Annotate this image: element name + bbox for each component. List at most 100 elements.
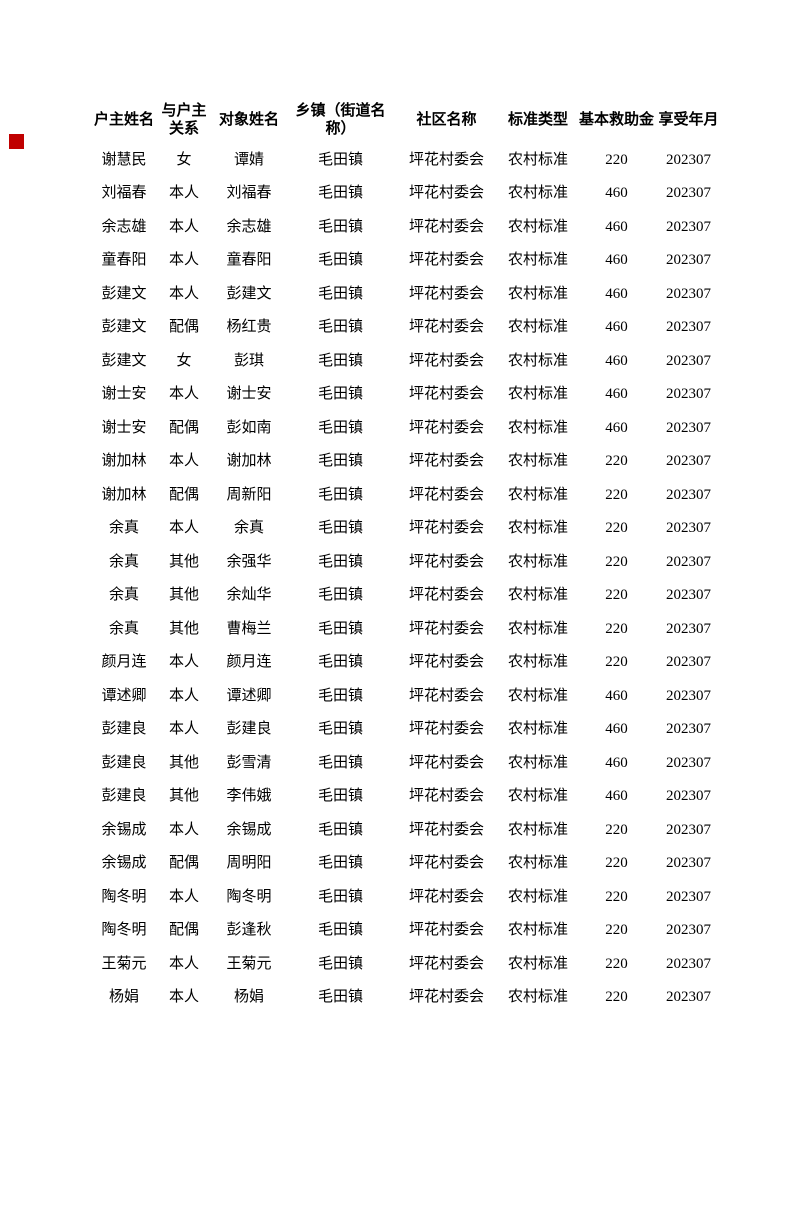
table-cell: 坪花村委会: [408, 888, 484, 905]
table-cell: 彭建文: [101, 319, 147, 336]
table-cell: 202307: [666, 788, 711, 805]
column-header-township: 乡镇（街道名 称）: [295, 103, 386, 137]
table-cell: 谢加林: [226, 453, 272, 470]
table-cell: 460: [605, 319, 628, 336]
column-header-standard-type: 标准类型: [507, 112, 568, 128]
table-cell: 坪花村委会: [408, 855, 484, 872]
table-cell: 202307: [666, 989, 711, 1006]
table-cell: 460: [605, 352, 628, 369]
table-row: 谢慧民 女 谭婧 毛田镇 坪花村委会 农村标准 220 202307: [91, 143, 721, 177]
table-cell: 本人: [168, 252, 199, 269]
table-row: 谢加林 本人 谢加林 毛田镇 坪花村委会 农村标准 220 202307: [91, 445, 721, 479]
table-row: 谭述卿 本人 谭述卿 毛田镇 坪花村委会 农村标准 460 202307: [91, 679, 721, 713]
table-cell: 460: [605, 386, 628, 403]
table-cell: 杨红贵: [226, 319, 272, 336]
table-cell: 谢加林: [101, 486, 147, 503]
table-cell: 本人: [168, 654, 199, 671]
table-cell: 农村标准: [507, 386, 568, 403]
table-cell: 谢加林: [101, 453, 147, 470]
table-cell: 农村标准: [507, 151, 568, 168]
table-cell: 毛田镇: [317, 151, 363, 168]
column-header-community: 社区名称: [416, 112, 477, 128]
table-cell: 202307: [666, 721, 711, 738]
column-header-person-name: 对象姓名: [218, 112, 279, 128]
table-row: 王菊元 本人 王菊元 毛田镇 坪花村委会 农村标准 220 202307: [91, 947, 721, 981]
table-cell: 坪花村委会: [408, 419, 484, 436]
table-row: 谢加林 配偶 周新阳 毛田镇 坪花村委会 农村标准 220 202307: [91, 478, 721, 512]
table-cell: 农村标准: [507, 721, 568, 738]
table-cell: 460: [605, 721, 628, 738]
table-row: 余真 本人 余真 毛田镇 坪花村委会 农村标准 220 202307: [91, 512, 721, 546]
table-cell: 毛田镇: [317, 553, 363, 570]
table-cell: 202307: [666, 185, 711, 202]
table-cell: 李伟娥: [226, 788, 272, 805]
table-cell: 毛田镇: [317, 185, 363, 202]
table-cell: 202307: [666, 218, 711, 235]
table-cell: 余真: [108, 520, 139, 537]
table-cell: 202307: [666, 252, 711, 269]
table-cell: 陶冬明: [101, 922, 147, 939]
table-cell: 202307: [666, 553, 711, 570]
table-cell: 余锡成: [101, 821, 147, 838]
table-cell: 毛田镇: [317, 486, 363, 503]
table-cell: 毛田镇: [317, 687, 363, 704]
table-cell: 农村标准: [507, 319, 568, 336]
table-cell: 本人: [168, 453, 199, 470]
table-cell: 谢士安: [226, 386, 272, 403]
table-cell: 余真: [108, 587, 139, 604]
column-header-benefit-month: 享受年月: [658, 112, 719, 128]
table-cell: 460: [605, 185, 628, 202]
table-cell: 杨娟: [233, 989, 264, 1006]
table-cell: 农村标准: [507, 553, 568, 570]
table-cell: 202307: [666, 922, 711, 939]
table-cell: 谭婧: [233, 151, 264, 168]
table-row: 余志雄 本人 余志雄 毛田镇 坪花村委会 农村标准 460 202307: [91, 210, 721, 244]
table-row: 余真 其他 余强华 毛田镇 坪花村委会 农村标准 220 202307: [91, 545, 721, 579]
table-cell: 毛田镇: [317, 922, 363, 939]
table-cell: 本人: [168, 821, 199, 838]
table-cell: 坪花村委会: [408, 352, 484, 369]
table-cell: 毛田镇: [317, 821, 363, 838]
table-cell: 202307: [666, 654, 711, 671]
table-cell: 其他: [168, 754, 199, 771]
table-cell: 220: [605, 453, 628, 470]
table-cell: 坪花村委会: [408, 520, 484, 537]
table-cell: 202307: [666, 453, 711, 470]
table-cell: 余真: [108, 553, 139, 570]
table-cell: 460: [605, 687, 628, 704]
table-cell: 谭述卿: [101, 687, 147, 704]
table-cell: 220: [605, 520, 628, 537]
table-cell: 彭建良: [101, 721, 147, 738]
table-cell: 460: [605, 218, 628, 235]
table-cell: 毛田镇: [317, 955, 363, 972]
table-cell: 谢士安: [101, 419, 147, 436]
table-cell: 毛田镇: [317, 419, 363, 436]
table-cell: 农村标准: [507, 654, 568, 671]
table-cell: 本人: [168, 955, 199, 972]
table-cell: 坪花村委会: [408, 553, 484, 570]
table-cell: 本人: [168, 687, 199, 704]
table-cell: 配偶: [168, 486, 199, 503]
table-row: 余真 其他 曹梅兰 毛田镇 坪花村委会 农村标准 220 202307: [91, 612, 721, 646]
table-cell: 202307: [666, 855, 711, 872]
table-cell: 坪花村委会: [408, 754, 484, 771]
table-cell: 彭建良: [101, 754, 147, 771]
table-cell: 农村标准: [507, 218, 568, 235]
table-cell: 坪花村委会: [408, 252, 484, 269]
table-row: 彭建良 本人 彭建良 毛田镇 坪花村委会 农村标准 460 202307: [91, 713, 721, 747]
table-cell: 农村标准: [507, 955, 568, 972]
table-cell: 余志雄: [101, 218, 147, 235]
table-cell: 农村标准: [507, 687, 568, 704]
table-cell: 220: [605, 587, 628, 604]
table-row: 彭建良 其他 李伟娥 毛田镇 坪花村委会 农村标准 460 202307: [91, 780, 721, 814]
table-cell: 其他: [168, 553, 199, 570]
table-cell: 坪花村委会: [408, 922, 484, 939]
table-cell: 农村标准: [507, 453, 568, 470]
table-cell: 460: [605, 252, 628, 269]
table-row: 颜月连 本人 颜月连 毛田镇 坪花村委会 农村标准 220 202307: [91, 646, 721, 680]
table-cell: 本人: [168, 218, 199, 235]
table-cell: 本人: [168, 989, 199, 1006]
table-row: 彭建良 其他 彭雪清 毛田镇 坪花村委会 农村标准 460 202307: [91, 746, 721, 780]
table-cell: 毛田镇: [317, 453, 363, 470]
table-cell: 配偶: [168, 319, 199, 336]
